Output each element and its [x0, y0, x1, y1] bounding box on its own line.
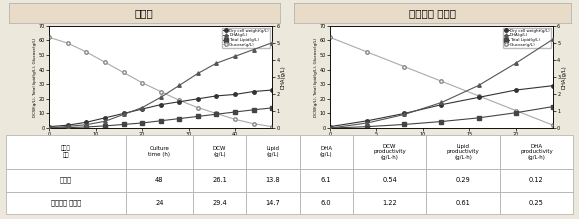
Y-axis label: DCW(g/L), Total lipid(g/L), Glucose(g/L): DCW(g/L), Total lipid(g/L), Glucose(g/L)	[314, 37, 318, 117]
X-axis label: Time(h): Time(h)	[150, 139, 171, 144]
X-axis label: Time(h): Time(h)	[431, 139, 452, 144]
Text: 마이크로 버블형: 마이크로 버블형	[409, 8, 456, 18]
Legend: Dry cell weight(g/L), DHA(g/L), Total Lipid(g/L), Glucose(g/L): Dry cell weight(g/L), DHA(g/L), Total Li…	[503, 28, 551, 48]
Text: 교반형: 교반형	[135, 8, 153, 18]
Legend: Dry cell weight(g/L), DHA(g/L), Total Lipid(g/L), Glucose(g/L): Dry cell weight(g/L), DHA(g/L), Total Li…	[222, 28, 270, 48]
Y-axis label: DHA(g/L): DHA(g/L)	[562, 65, 567, 89]
Y-axis label: DCW(g/L), Total lipid(g/L), Glucose(g/L): DCW(g/L), Total lipid(g/L), Glucose(g/L)	[34, 37, 38, 117]
Y-axis label: DHA(g/L): DHA(g/L)	[281, 65, 286, 89]
